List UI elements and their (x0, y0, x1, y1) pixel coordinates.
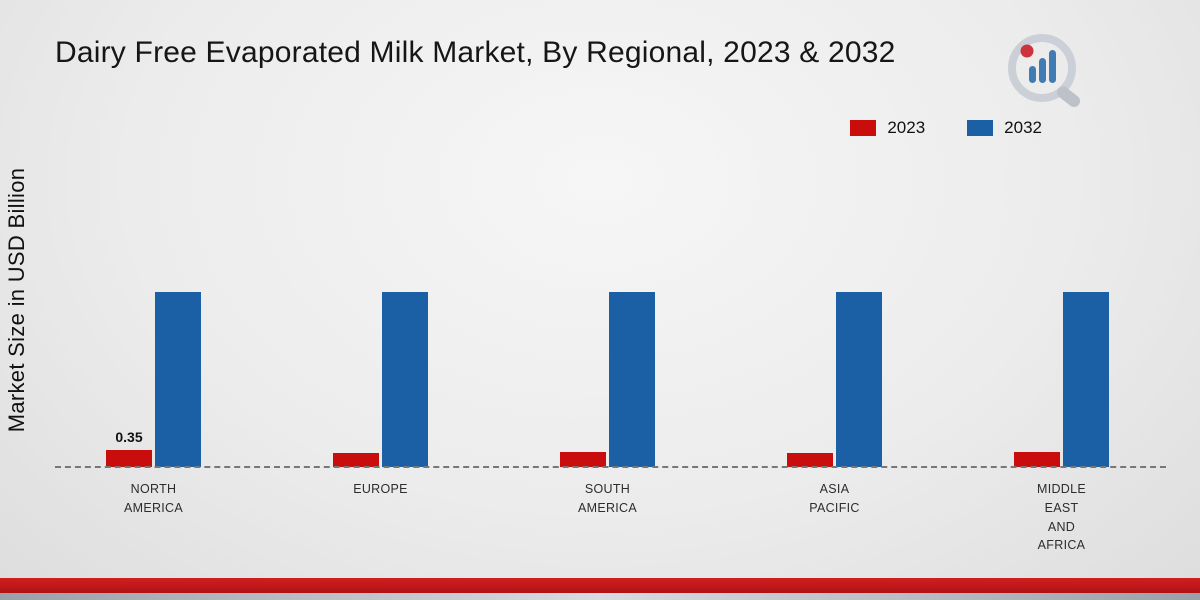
bar-wrap-2023-asia-pacific (787, 452, 833, 467)
x-axis-label-middle-east-and-africa: MIDDLE EAST AND AFRICA (1036, 482, 1087, 553)
bar-group-south-america (494, 292, 721, 467)
x-axis-label-south-america: SOUTH AMERICA (577, 482, 638, 515)
legend-label-2032: 2032 (1004, 118, 1042, 137)
footer-accent-bar (0, 578, 1200, 593)
bar-2032-south-america (609, 292, 655, 467)
bar-group-europe (267, 292, 494, 467)
bar-wrap-2032-asia-pacific (836, 292, 882, 467)
x-axis-label-europe: EUROPE (353, 482, 408, 496)
legend-swatch-2023 (850, 120, 877, 136)
plot-area: 0.35 (40, 0, 1175, 467)
y-axis-label: Market Size in USD Billion (4, 167, 29, 433)
bar-2032-north-america (155, 292, 201, 467)
brand-logo (1002, 30, 1088, 115)
bar-wrap-2023-europe (333, 453, 379, 467)
legend-item-2032: 2032 (967, 118, 1042, 138)
brand-logo-icon (1008, 34, 1081, 108)
bar-2023-asia-pacific (787, 452, 833, 467)
bar-2032-europe (382, 292, 428, 467)
x-axis-line (55, 466, 1166, 468)
bar-group-middle-east-and-africa (948, 292, 1175, 467)
bar-wrap-2023-north-america: 0.35 (106, 429, 152, 467)
x-axis-label-north-america: NORTH AMERICA (123, 482, 184, 515)
legend-item-2023: 2023 (850, 118, 925, 138)
bar-wrap-2032-north-america (155, 292, 201, 467)
bar-2023-south-america (560, 452, 606, 467)
bar-2023-middle-east-and-africa (1014, 452, 1060, 467)
legend: 2023 2032 (850, 118, 1042, 138)
bar-2032-asia-pacific (836, 292, 882, 467)
bar-group-asia-pacific (721, 292, 948, 467)
bar-wrap-2023-south-america (560, 452, 606, 467)
legend-label-2023: 2023 (887, 118, 926, 137)
x-axis-label-asia-pacific: ASIA PACIFIC (809, 482, 860, 515)
bar-wrap-2032-middle-east-and-africa (1063, 292, 1109, 467)
bar-wrap-2023-middle-east-and-africa (1014, 452, 1060, 467)
legend-swatch-2032 (967, 120, 994, 136)
bar-2032-middle-east-and-africa (1063, 292, 1109, 467)
bar-value-label-north-america: 0.35 (115, 428, 143, 445)
bar-2023-north-america (106, 449, 152, 467)
bar-group-north-america: 0.35 (40, 292, 267, 467)
bar-2023-europe (333, 453, 379, 467)
bar-wrap-2032-south-america (609, 292, 655, 467)
chart-title: Dairy Free Evaporated Milk Market, By Re… (55, 36, 896, 69)
footer-edge-bar (0, 593, 1200, 600)
bar-wrap-2032-europe (382, 292, 428, 467)
